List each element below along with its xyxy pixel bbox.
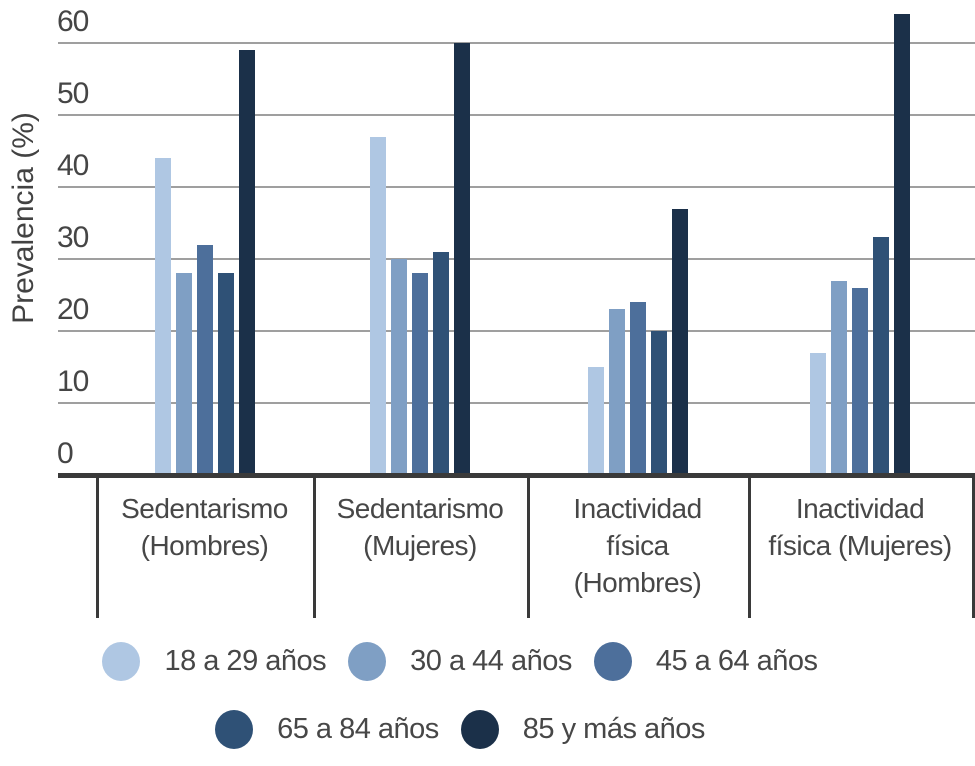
bar-2-category-1 — [175, 273, 192, 475]
category-label: Inactividad física (Mujeres) — [748, 490, 972, 564]
bar-3-category-4 — [852, 288, 868, 475]
bar-5-category-2 — [454, 43, 470, 475]
gridline — [58, 402, 975, 404]
category-label-line: (Mujeres) — [363, 530, 477, 561]
legend-item: 45 a 64 años — [593, 641, 818, 681]
gridline — [58, 186, 975, 188]
bar-4-category-4 — [873, 237, 889, 475]
bar-1-category-3 — [587, 367, 604, 475]
y-tick-label: 40 — [57, 149, 89, 182]
y-tick-label: 60 — [57, 5, 89, 38]
category-label-line: Sedentarismo — [336, 493, 504, 524]
legend-item: 65 a 84 años — [215, 709, 439, 749]
legend-label: 65 a 84 años — [277, 712, 439, 745]
legend-item: 85 y más años — [460, 709, 706, 749]
legend-swatch-circle — [460, 709, 499, 749]
category-separator — [313, 478, 316, 618]
legend-label: 30 a 44 años — [410, 644, 572, 677]
category-label: Sedentarismo (Hombres) — [96, 490, 313, 564]
legend-label: 18 a 29 años — [164, 644, 327, 677]
bar-1-category-4 — [810, 353, 826, 475]
y-tick-label: 10 — [57, 365, 89, 398]
bar-2-category-3 — [608, 309, 625, 475]
y-axis-title: Prevalencia (%) — [7, 112, 40, 324]
category-separator — [527, 478, 530, 618]
bar-1-category-1 — [154, 158, 171, 475]
legend-item: 30 a 44 años — [348, 641, 572, 681]
category-label-line: física — [606, 530, 669, 561]
bar-3-category-2 — [412, 273, 428, 475]
gridline — [58, 42, 975, 44]
bar-5-category-4 — [894, 14, 910, 475]
bar-2-category-4 — [831, 281, 847, 475]
category-label: Inactividad física (Hombres) — [527, 490, 748, 601]
y-tick-label: 20 — [57, 293, 89, 326]
gridline — [58, 114, 975, 116]
category-label-line: (Hombres) — [573, 567, 702, 598]
bar-3-category-3 — [629, 302, 646, 475]
legend-swatch-circle — [215, 709, 254, 749]
category-separator — [748, 478, 751, 618]
category-label-line: (Hombres) — [140, 530, 269, 561]
category-separator — [972, 478, 975, 618]
legend-row: 65 a 84 años 85 y más años — [0, 709, 920, 749]
bar-3-category-1 — [196, 245, 213, 475]
y-tick-label: 0 — [57, 437, 74, 470]
category-label-line: Inactividad — [795, 493, 925, 524]
bar-1-category-2 — [370, 137, 386, 475]
category-separator — [96, 478, 99, 618]
legend-swatch-circle — [102, 641, 141, 681]
legend-swatch-circle — [348, 641, 387, 681]
bar-5-category-1 — [238, 50, 255, 475]
legend-label: 85 y más años — [522, 712, 706, 745]
y-tick-label: 30 — [57, 221, 89, 254]
category-label-line: Sedentarismo — [121, 493, 288, 524]
y-tick-label: 50 — [57, 77, 89, 110]
legend-swatch-circle — [593, 641, 632, 681]
legend-item: 18 a 29 años — [102, 641, 327, 681]
x-axis-line — [58, 473, 975, 478]
bar-4-category-1 — [217, 273, 234, 475]
bar-4-category-2 — [433, 252, 449, 475]
gridline — [58, 330, 975, 332]
gridline — [58, 258, 975, 260]
bar-4-category-3 — [650, 331, 667, 475]
legend-label: 45 a 64 años — [655, 644, 818, 677]
legend-row: 18 a 29 años 30 a 44 años 45 a 64 años — [0, 641, 920, 681]
category-label-line: Inactividad — [573, 493, 702, 524]
category-label: Sedentarismo (Mujeres) — [313, 490, 527, 564]
bar-5-category-3 — [671, 209, 688, 475]
category-label-line: física (Mujeres) — [768, 530, 952, 561]
bar-2-category-2 — [391, 259, 407, 475]
